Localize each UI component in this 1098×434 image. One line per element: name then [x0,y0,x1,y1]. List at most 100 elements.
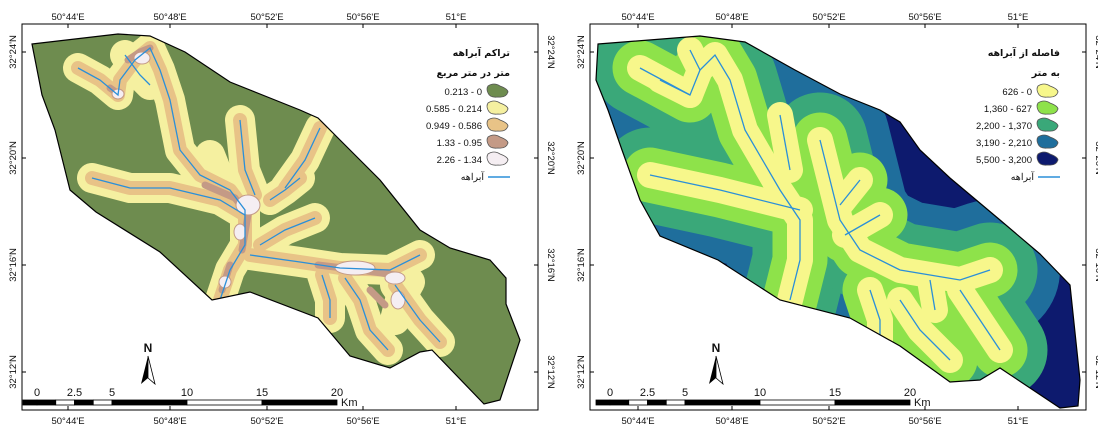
right-north-arrow-left-half [709,356,716,384]
left-high-density-patches [111,51,406,310]
right-lon-tick-bottom: 50°52'E [812,416,845,427]
right-scale-segment [628,399,648,406]
left-lon-tick-top: 50°48'E [153,12,186,23]
left-scale-segment [92,399,113,406]
left-north-arrow-left-half [141,356,148,384]
left-lon-tick-top: 51°E [446,12,467,23]
right-scale-label: 5 [682,387,688,399]
left-legend-class-label: 2.26 - 1.34 [437,155,482,166]
right-lon-tick-bottom: 50°44'E [621,416,654,427]
left-lon-tick-top: 50°52'E [250,12,283,23]
left-legend-swatch [486,151,509,166]
left-scale-label: 20 [331,387,343,399]
right-legend-class-label: 5,500 - 3,200 [976,155,1032,166]
right-lat-tick-left: 32°24'N [576,35,587,69]
left-lat-tick-left: 32°24'N [8,35,19,69]
left-lon-tick-top: 50°56'E [346,12,379,23]
right-lon-tick-bottom: 50°48'E [715,416,748,427]
right-lon-tick-top: 50°48'E [715,12,748,23]
left-legend-class-label: 0.213 - 0 [445,87,483,98]
left-lon-tick-top: 50°44'E [51,12,84,23]
left-scale-segment [111,399,188,406]
right-legend-class-label: 3,190 - 2,210 [976,138,1032,149]
right-lat-tick-left: 32°12'N [576,355,587,389]
left-basin-outline [31,33,521,405]
left-lat-tick-left: 32°16'N [8,248,19,282]
right-lon-tick-top: 50°44'E [621,12,654,23]
right-legend-subtitle: به متر [1031,68,1060,79]
right-scale-label: 2.5 [640,387,655,399]
left-lat-tick-left: 32°20'N [8,141,19,175]
left-map [21,23,539,411]
left-legend-stream-label: آبراهه [461,170,486,183]
right-scale-label: 15 [829,387,841,399]
right-legend-swatch [1036,134,1059,149]
left-lon-tick-bottom: 50°48'E [153,416,186,427]
right-lat-tick-right: 32°16'N [1093,248,1098,282]
left-scale-label: 15 [256,387,268,399]
right-basin-outline [595,35,1081,409]
left-lat-tick-left: 32°12'N [8,355,19,389]
left-north-arrow-right-half [147,355,156,386]
left-legend-class-label: 1.33 - 0.95 [437,138,482,149]
right-lat-tick-right: 32°12'N [1093,355,1098,389]
right-legend-swatch [1036,151,1059,166]
right-distance-raster [596,36,1080,408]
left-scale-segment [22,399,38,406]
right-scale-segment [759,399,836,406]
right-lat-tick-right: 32°24'N [1093,35,1098,69]
right-scale-segment [609,399,630,406]
left-scale-segment [36,399,57,406]
right-map [589,23,1087,411]
right-lat-tick-left: 32°16'N [576,248,587,282]
right-scale-label: 0 [607,387,613,399]
left-north-arrow: N [141,341,156,386]
right-scale-label: 20 [904,387,916,399]
left-legend-subtitle: متر در متر مربع [437,68,511,79]
right-legend-class-label: 626 - 0 [1002,87,1032,98]
right-streams [639,49,1001,361]
right-scale-segment [684,399,761,406]
left-legend-swatch [486,134,509,149]
right-legend-class-label: 2,200 - 1,370 [976,121,1032,132]
left-lat-tick-right: 32°20'N [545,141,556,175]
left-scale-segment [186,399,263,406]
right-scale-segment [665,399,686,406]
right-legend-swatch [1036,117,1059,132]
right-north-arrow: N [709,341,724,386]
right-scale-segment [647,399,667,406]
left-lon-tick-bottom: 50°56'E [346,416,379,427]
left-scale-label: 10 [181,387,193,399]
left-lon-tick-bottom: 50°52'E [250,416,283,427]
right-lon-tick-top: 51°E [1008,12,1029,23]
right-lat-tick-right: 32°20'N [1093,141,1098,175]
left-legend: تراکم آبراهه متر در متر مربع 0.213 - 0 0.58… [426,46,510,183]
right-lon-tick-bottom: 51°E [1008,416,1029,427]
left-lat-tick-right: 32°24'N [545,35,556,69]
right-legend-class-label: 1,360 - 627 [984,104,1032,115]
right-legend-stream-label: آبراهه [1011,170,1036,183]
left-lat-tick-right: 32°16'N [545,248,556,282]
left-lat-tick-right: 32°12'N [545,355,556,389]
right-scale-label: 10 [754,387,766,399]
right-lat-tick-left: 32°20'N [576,141,587,175]
right-north-label: N [712,341,721,355]
left-lon-tick-bottom: 50°44'E [51,416,84,427]
left-scale-label: 5 [109,387,115,399]
left-scale-unit: Km [341,397,358,409]
left-lon-tick-bottom: 51°E [446,416,467,427]
right-lon-tick-top: 50°56'E [908,12,941,23]
left-scale-segment [55,399,75,406]
left-legend-swatch [486,83,509,98]
left-scale-label: 0 [34,387,40,399]
map-furniture: 50°44'E 50°44'E 50°48'E 50°48'E 50°52'E 50°52… [8,12,1098,427]
left-legend-swatch [486,100,509,115]
right-legend-title: فاصله از آبراهه [988,46,1060,59]
left-scale-label: 2.5 [67,387,82,399]
left-legend-class-label: 0.585 - 0.214 [426,104,482,115]
right-lon-tick-bottom: 50°56'E [908,416,941,427]
right-scale-segment [595,399,611,406]
